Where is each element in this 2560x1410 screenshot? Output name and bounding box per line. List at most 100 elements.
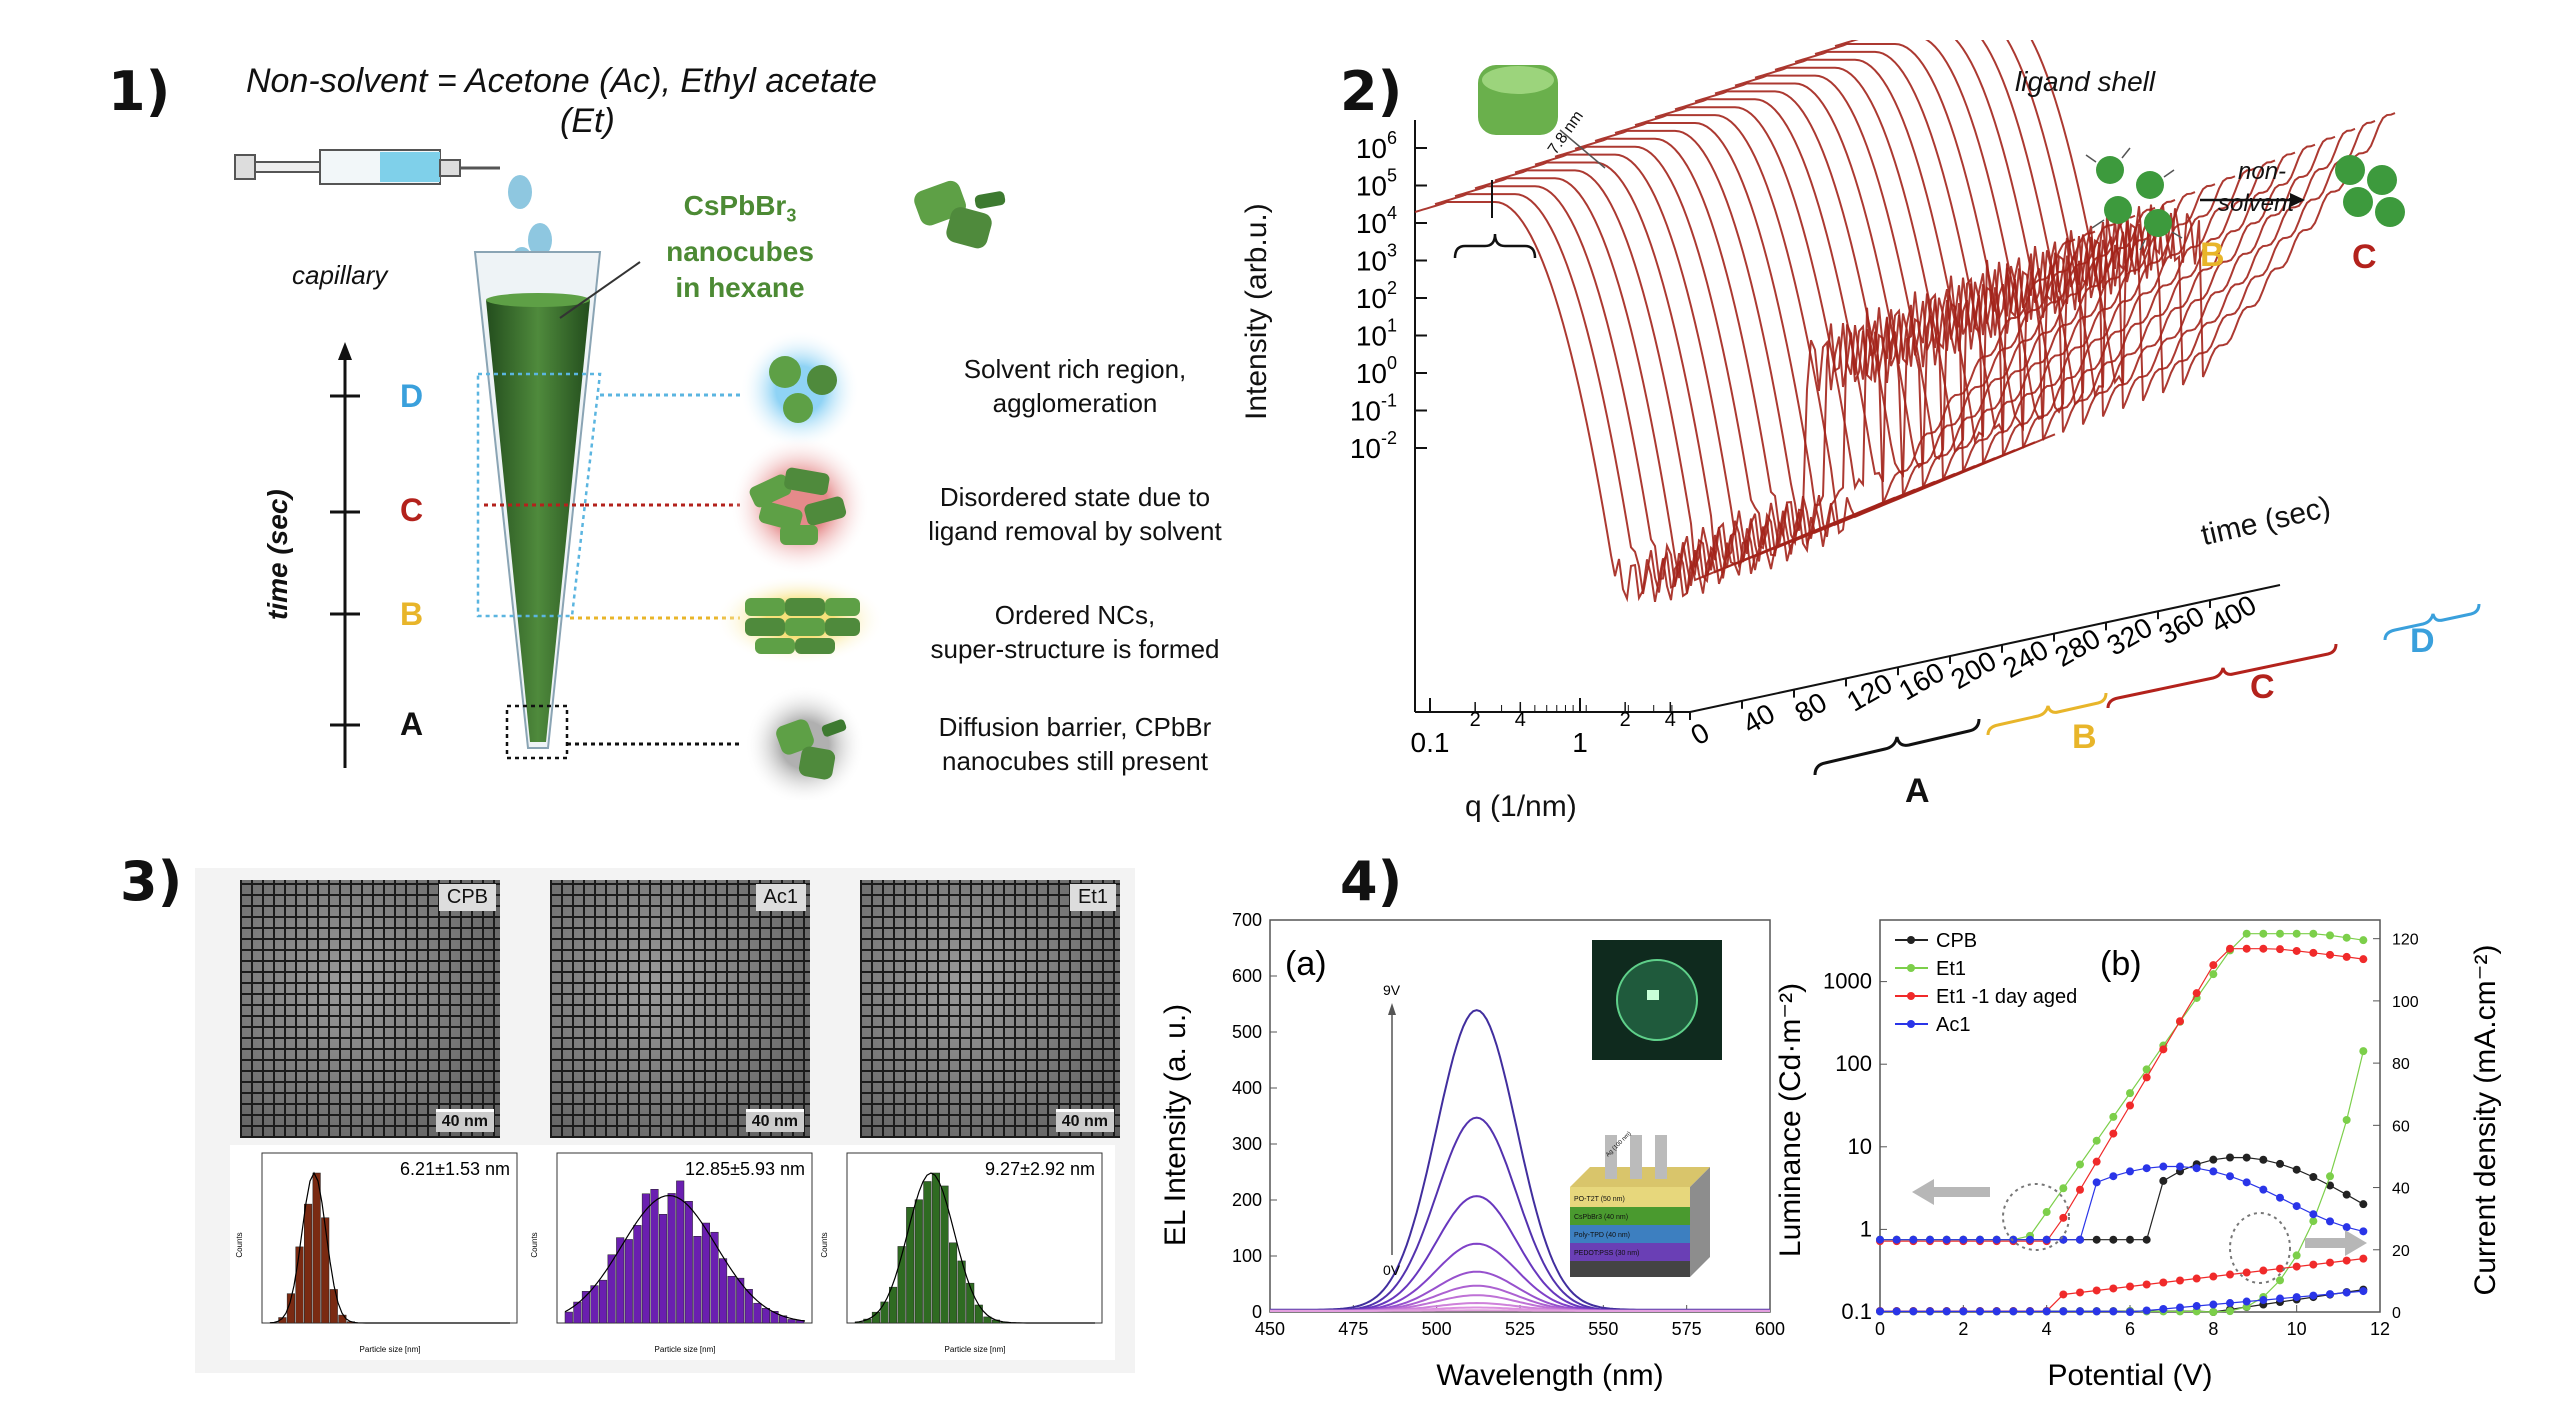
time-axis-label: time (sec): [262, 489, 293, 620]
saxs-xtick-label: 1: [1572, 727, 1588, 758]
saxs-time-axis: [1689, 584, 2281, 713]
saxs-curve: [1614, 122, 2096, 507]
tem-image: CPB 40 nm: [240, 880, 500, 1138]
current-line: [1880, 1290, 2364, 1313]
lum-y2tick-label: 80: [2392, 1056, 2410, 1073]
panel4-number: 4): [1340, 850, 1403, 913]
histogram-bar: [659, 1214, 668, 1324]
tem-images: CPB 40 nm Ac1 40 nm Et1 40 nm: [240, 880, 1140, 1140]
histogram-bar: [590, 1285, 599, 1324]
histogram-bar: [641, 1193, 650, 1324]
hist-ylabel: Counts: [820, 1232, 829, 1257]
stage-letter-c: C: [400, 492, 424, 528]
saxs-curve: [1814, 43, 2296, 432]
stage-c-desc: Disordered state due to ligand removal by…: [928, 482, 1222, 546]
saxs-time-tick-label: 360: [2154, 600, 2210, 650]
panel1-schematic: [234, 149, 1006, 800]
saxs-curve: [1954, 40, 2336, 414]
saxs-time-tick-label: 40: [1738, 698, 1780, 740]
lum-xtick-label: 4: [2042, 1319, 2052, 1339]
histogram-bar: [889, 1286, 898, 1324]
current-point: [2359, 1287, 2368, 1296]
saxs-curve: [2030, 40, 2396, 385]
chart-a-tag: (a): [1285, 945, 1327, 983]
voltage-top-label: 9V: [1383, 982, 1401, 998]
tem-image: Ac1 40 nm: [550, 880, 810, 1138]
region-d-box: [476, 372, 602, 618]
el-spectrum-chart: 450 475 500 525 550 575 600 0 100 200 300 400 500 600…: [1159, 910, 1785, 1392]
histogram-bar: [940, 1185, 949, 1324]
panel1-number: 1): [108, 60, 171, 123]
size-histogram: 6.21±1.53 nm Particle size [nm] Counts: [230, 1145, 530, 1360]
layer-label: PEDOT:PSS (30 nm): [1574, 1250, 1639, 1257]
el-xlabel: Wavelength (nm): [1436, 1359, 1663, 1392]
saxs-ytick-label: 106: [1356, 128, 1397, 164]
scale-bar: 40 nm: [435, 1109, 494, 1132]
lum-point: [2359, 1227, 2368, 1236]
histogram-bar: [312, 1172, 321, 1324]
brace-b: [1986, 692, 2108, 736]
tem-sample-tag: Et1: [1069, 884, 1116, 911]
histogram-bar: [880, 1301, 889, 1324]
panel3-number: 3): [120, 850, 183, 913]
lum-point: [2359, 936, 2368, 945]
saxs-xtick-minor-label: 2: [1470, 709, 1481, 731]
lum-y2tick-label: 0: [2392, 1305, 2401, 1322]
lum-line: [1880, 1165, 2364, 1241]
legend-marker: [1907, 992, 1915, 1000]
lum-point: [2359, 1200, 2368, 1209]
el-xtick-label: 450: [1255, 1319, 1285, 1339]
histogram-bar: [329, 1289, 338, 1324]
legend-marker: [1907, 1020, 1915, 1028]
stage-b-desc: Ordered NCs, super-structure is formed: [930, 600, 1220, 664]
histogram-bar: [744, 1289, 753, 1324]
histogram-bar: [684, 1201, 693, 1324]
histogram-bar: [914, 1199, 923, 1324]
histogram-bar: [607, 1254, 616, 1324]
current-point: [2359, 1254, 2368, 1263]
saxs-ytick-label: 104: [1356, 203, 1397, 239]
saxs-curve: [1634, 114, 2116, 503]
histogram-bar: [966, 1282, 975, 1324]
histogram-bar: [321, 1217, 330, 1324]
lum-xtick-label: 6: [2125, 1319, 2135, 1339]
saxs-curve: [1674, 98, 2156, 483]
el-ytick-label: 200: [1232, 1190, 1262, 1210]
saxs-ytick-label: 105: [1356, 166, 1397, 202]
histogram-bar: [295, 1246, 304, 1324]
lum-y2label: Current density (mA.cm⁻²): [2469, 945, 2502, 1296]
hist-xlabel: Particle size [nm]: [655, 1345, 716, 1354]
brace-c: [2106, 643, 2338, 709]
saxs-curve: [1754, 66, 2236, 455]
histogram-bar: [624, 1239, 633, 1324]
lum-xlabel: Potential (V): [2047, 1359, 2212, 1392]
histogram-bar: [676, 1180, 685, 1324]
layer-label: Poly-TPD (40 nm): [1574, 1232, 1630, 1239]
el-ytick-label: 600: [1232, 966, 1262, 986]
saxs-xtick-label: 0.1: [1411, 727, 1450, 758]
histogram-bar: [650, 1189, 659, 1324]
region-letter-a: A: [1905, 772, 1930, 810]
histogram-bar: [770, 1311, 779, 1324]
histogram-bar: [573, 1301, 582, 1324]
lum-y2tick-label: 100: [2392, 994, 2419, 1011]
saxs-time-tick-label: 400: [2206, 589, 2262, 639]
dotted-circle-icon: [2229, 1212, 2291, 1284]
saxs-curve: [1654, 106, 2136, 491]
histogram-bar: [897, 1246, 906, 1324]
histogram-bar: [693, 1236, 702, 1324]
saxs-ytick-label: 101: [1356, 316, 1397, 352]
lum-xtick-label: 8: [2208, 1319, 2218, 1339]
drop-icon: [508, 175, 532, 209]
saxs-curve: [1594, 129, 2076, 531]
saxs-ytick-label: 10-1: [1350, 391, 1397, 427]
lum-ylabel: Luminance (Cd·m⁻²): [1774, 983, 1807, 1257]
region-letter-d: D: [2410, 622, 2435, 660]
saxs-time-tick-label: 320: [2102, 611, 2158, 661]
layer-label: CsPbBr3 (40 nm): [1574, 1214, 1628, 1221]
el-ytick-label: 400: [1232, 1078, 1262, 1098]
lum-xtick-label: 2: [1958, 1319, 1968, 1339]
lum-ytick-label: 1000: [1823, 969, 1872, 994]
histogram-bar: [616, 1237, 625, 1324]
